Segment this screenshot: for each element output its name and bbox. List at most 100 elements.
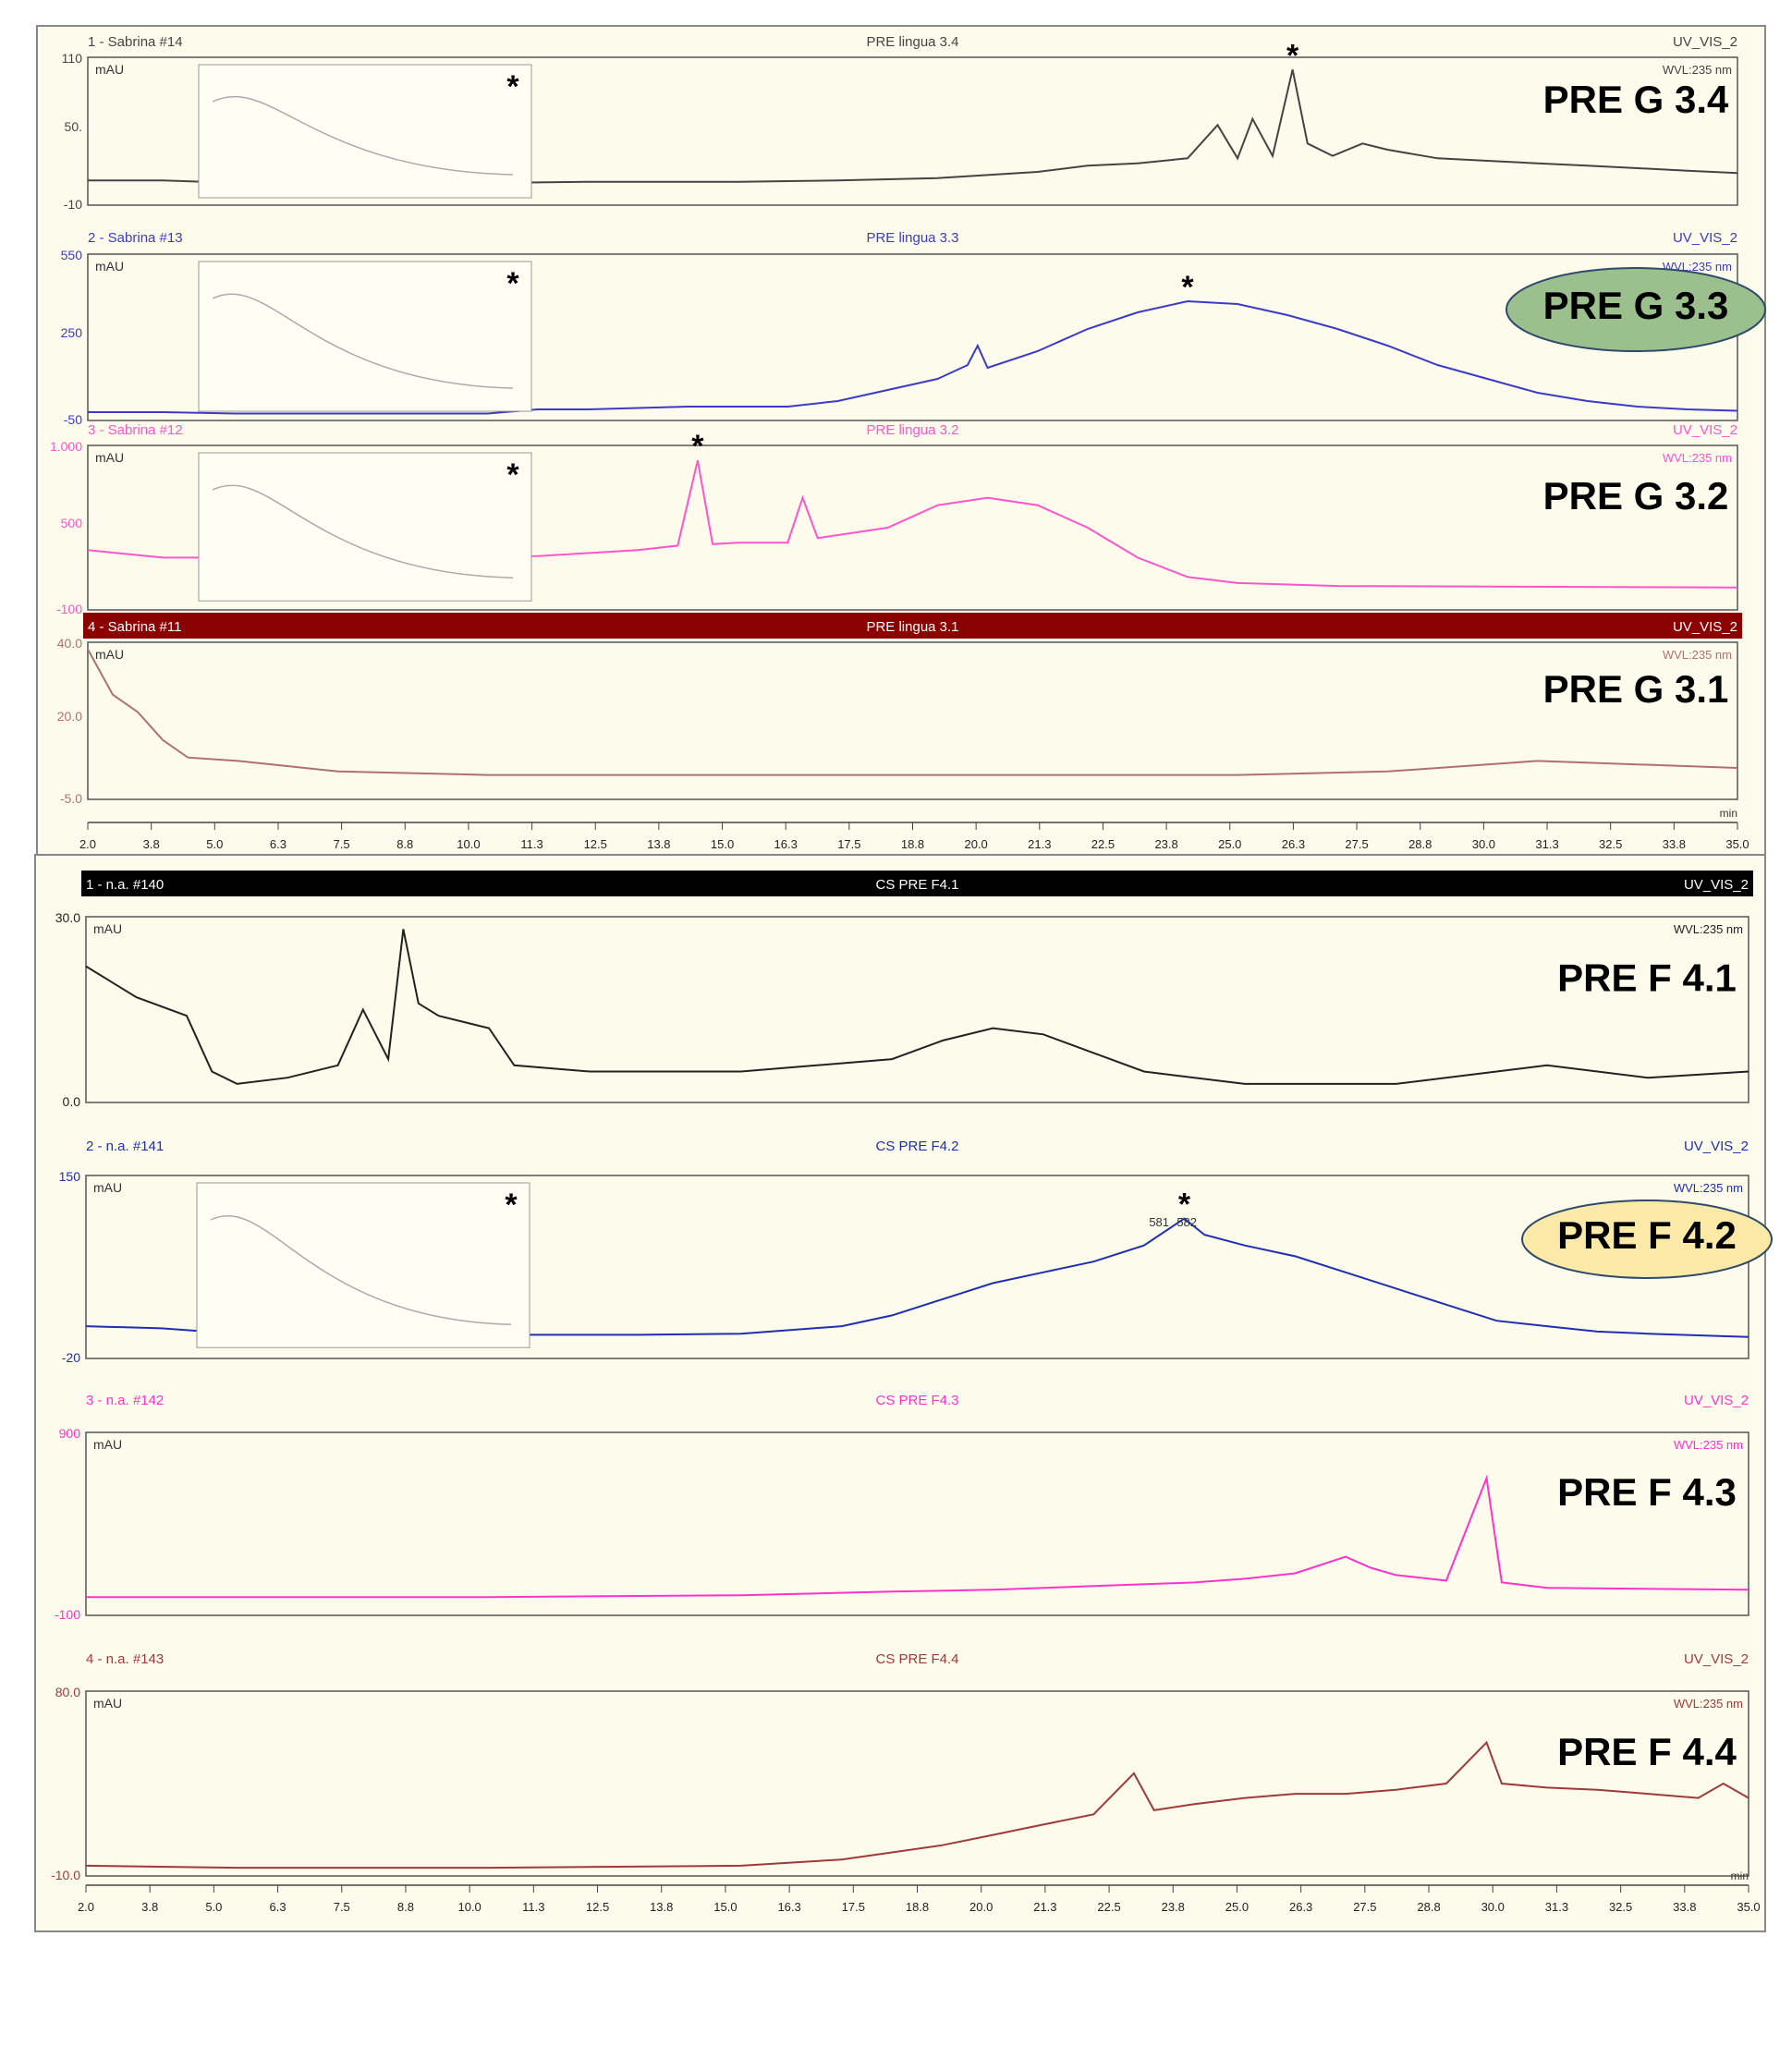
g31-wvl-label: WVL:235 nm [1663,648,1732,662]
g33-unit-label: mAU [95,259,124,274]
f44-wvl-label: WVL:235 nm [1674,1697,1743,1711]
bottom-x-tick-15: 21.3 [1033,1900,1056,1914]
g34-header-left: 1 - Sabrina #14 [88,34,183,50]
f43-header-center: CS PRE F4.3 [875,1393,958,1408]
g33-spectrum-inset: * [198,261,532,412]
top-x-tick-18: 25.0 [1218,837,1241,851]
bottom-x-tick-14: 20.0 [969,1900,993,1914]
g33-trace [88,299,1738,415]
top-x-tick-16: 22.5 [1091,837,1115,851]
top-x-tick-4: 7.5 [334,837,350,851]
top-x-tick-5: 8.8 [396,837,413,851]
bottom-x-tick-1: 3.8 [141,1900,158,1914]
bottom-x-tick-23: 31.3 [1545,1900,1568,1914]
f43-unit-label: mAU [93,1437,122,1452]
top-x-tick-19: 26.3 [1282,837,1305,851]
bottom-x-tick-26: 35.0 [1737,1900,1760,1914]
f42-sample-label: PRE F 4.2 [1557,1213,1737,1257]
f44-header-right: UV_VIS_2 [1684,1651,1749,1667]
top-x-tick-14: 20.0 [964,837,987,851]
g34-inset-box [198,64,532,199]
g31-header-left: 4 - Sabrina #11 [88,619,181,635]
g33-header-center: PRE lingua 3.3 [866,230,958,246]
g32-inset-box [198,452,532,602]
g34-plot-box [87,56,1738,206]
f42-plot-box [85,1175,1749,1359]
g32-ytick-mid: 500 [61,516,83,530]
bottom-x-tick-18: 25.0 [1225,1900,1249,1914]
top-x-tick-9: 13.8 [647,837,670,851]
f43-ytick-top: 900 [59,1426,81,1441]
top-x-tick-23: 31.3 [1535,837,1558,851]
g31-header-center: PRE lingua 3.1 [866,619,958,635]
f43-header-left: 3 - n.a. #142 [86,1393,164,1408]
g33-inset-curve [212,293,514,389]
top-x-tick-2: 5.0 [206,837,223,851]
bottom-x-tick-21: 28.8 [1417,1900,1440,1914]
f41-ytick-top: 30.0 [55,910,80,925]
top-x-tick-3: 6.3 [270,837,286,851]
g33-header-right: UV_VIS_2 [1673,230,1737,246]
g33-ytick-mid: 250 [61,325,83,340]
g34-ytick-bottom: -10 [64,197,82,212]
top-x-tick-7: 11.3 [520,837,542,851]
f41-wvl-label: WVL:235 nm [1674,922,1743,936]
f42-label-oval [1521,1200,1773,1279]
f42-header-left: 2 - n.a. #141 [86,1139,164,1154]
top-x-tick-22: 30.0 [1472,837,1495,851]
g31-ytick-top: 40.0 [57,636,82,651]
g32-ytick-top: 1.000 [50,439,82,454]
bottom-x-tick-7: 11.3 [522,1900,544,1914]
g34-inset-asterisk: * [506,69,519,104]
bottom-x-tick-25: 33.8 [1673,1900,1696,1914]
f41-header-right: UV_VIS_2 [1684,877,1749,893]
top-x-unit: min [1720,807,1737,820]
bottom-x-tick-16: 22.5 [1097,1900,1120,1914]
g32-inset-curve [212,484,514,578]
top-x-tick-25: 33.8 [1663,837,1686,851]
g33-ytick-bottom: -50 [64,412,82,427]
top-x-tick-1: 3.8 [143,837,160,851]
g31-ytick-mid: 20.0 [57,709,82,724]
f42-inset-box [196,1182,530,1348]
g33-inset-asterisk: * [506,266,519,301]
bottom-x-tick-4: 7.5 [334,1900,350,1914]
g31-sample-label: PRE G 3.1 [1543,667,1729,711]
g34-ytick-top: 110 [62,51,83,66]
g31-trace [87,649,1738,776]
g31-header-bar [83,613,1742,639]
f44-plot-box [85,1690,1749,1877]
g32-sample-label: PRE G 3.2 [1543,474,1729,518]
f44-sample-label: PRE F 4.4 [1557,1730,1737,1773]
bottom-x-tick-24: 32.5 [1609,1900,1632,1914]
top-x-tick-10: 15.0 [711,837,734,851]
f43-trace [86,1474,1749,1599]
g33-ytick-top: 550 [61,248,83,262]
bottom-x-tick-9: 13.8 [650,1900,673,1914]
bottom-x-unit: min [1731,1869,1749,1882]
f42-unit-label: mAU [93,1180,122,1195]
g34-wvl-label: WVL:235 nm [1663,63,1732,77]
f43-plot-box [85,1431,1749,1616]
bottom-x-tick-12: 17.5 [842,1900,865,1914]
g32-header-center: PRE lingua 3.2 [866,422,958,438]
f43-wvl-label: WVL:235 nm [1674,1438,1743,1452]
g32-ytick-bottom: -100 [56,602,82,616]
f41-plot-box [85,916,1749,1103]
top-x-tick-20: 27.5 [1345,837,1368,851]
f44-ytick-top: 80.0 [55,1685,80,1699]
bottom-x-tick-8: 12.5 [586,1900,609,1914]
g33-plot-box [87,253,1738,421]
bottom-x-tick-0: 2.0 [78,1900,94,1914]
top-x-tick-21: 28.8 [1408,837,1432,851]
f42-inset-curve [210,1214,512,1325]
top-x-tick-17: 23.8 [1154,837,1177,851]
top-x-tick-11: 16.3 [774,837,798,851]
f42-peak-asterisk: * [1178,1187,1191,1223]
f41-unit-label: mAU [93,921,122,936]
g33-inset-box [198,261,532,412]
g31-ytick-bottom: -5.0 [60,791,82,806]
g34-sample-label: PRE G 3.4 [1543,78,1729,121]
g33-label-oval [1506,267,1766,352]
